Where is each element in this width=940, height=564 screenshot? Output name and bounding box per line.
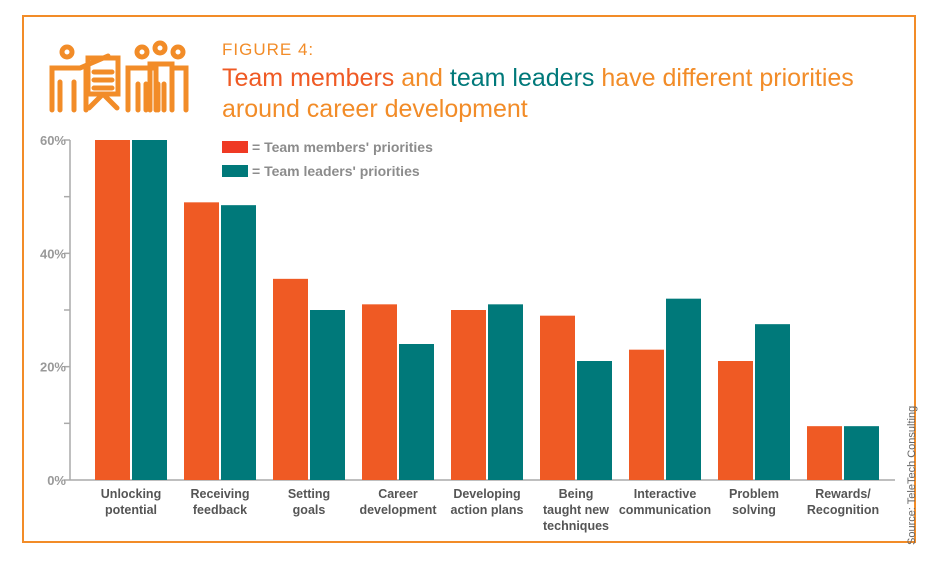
bar-members bbox=[807, 426, 842, 480]
title-rest: have different priorities around career … bbox=[222, 64, 854, 123]
x-tick-label: Being taught new techniques bbox=[543, 487, 609, 533]
title-leaders: team leaders bbox=[449, 64, 595, 92]
x-tick-label: Problem solving bbox=[729, 487, 779, 517]
title-and: and bbox=[394, 64, 450, 92]
bar-members bbox=[718, 361, 753, 480]
figure-frame bbox=[22, 15, 916, 543]
chart-title: Team members and team leaders have diffe… bbox=[222, 63, 882, 125]
legend-leaders: = Team leaders' priorities bbox=[222, 163, 420, 179]
bar-leaders bbox=[488, 304, 523, 480]
bar-leaders bbox=[666, 298, 701, 480]
bar-members bbox=[629, 349, 664, 480]
x-tick-label: Developing action plans bbox=[451, 487, 524, 517]
y-tick-label: 40% bbox=[40, 246, 66, 261]
figure-label: FIGURE 4: bbox=[222, 40, 315, 59]
bar-leaders bbox=[132, 140, 167, 480]
bar-members bbox=[451, 310, 486, 480]
bar-leaders bbox=[399, 344, 434, 480]
bar-members bbox=[362, 304, 397, 480]
legend-swatch-members bbox=[222, 141, 248, 153]
bar-leaders bbox=[310, 310, 345, 480]
bar-leaders bbox=[577, 361, 612, 480]
bar-leaders bbox=[844, 426, 879, 480]
bar-members bbox=[95, 140, 130, 480]
legend-members: = Team members' priorities bbox=[222, 139, 433, 155]
x-tick-label: Rewards/Recognition bbox=[807, 487, 879, 517]
bar-members bbox=[184, 202, 219, 481]
y-tick-label: 20% bbox=[40, 360, 66, 375]
bar-leaders bbox=[221, 205, 256, 480]
bar-members bbox=[273, 278, 308, 480]
x-tick-label: Setting goals bbox=[288, 487, 330, 517]
x-tick-label: Unlocking potential bbox=[101, 487, 161, 517]
legend-swatch-leaders bbox=[222, 165, 248, 177]
y-tick-label: 0% bbox=[47, 473, 66, 488]
y-tick-label: 60% bbox=[40, 133, 66, 148]
title-members: Team members bbox=[222, 64, 395, 92]
x-tick-label: Receiving feedback bbox=[190, 487, 249, 517]
x-tick-label: Career development bbox=[359, 487, 437, 517]
bar-members bbox=[540, 315, 575, 480]
bar-leaders bbox=[755, 324, 790, 480]
x-tick-label: Interactive communication bbox=[619, 487, 711, 517]
